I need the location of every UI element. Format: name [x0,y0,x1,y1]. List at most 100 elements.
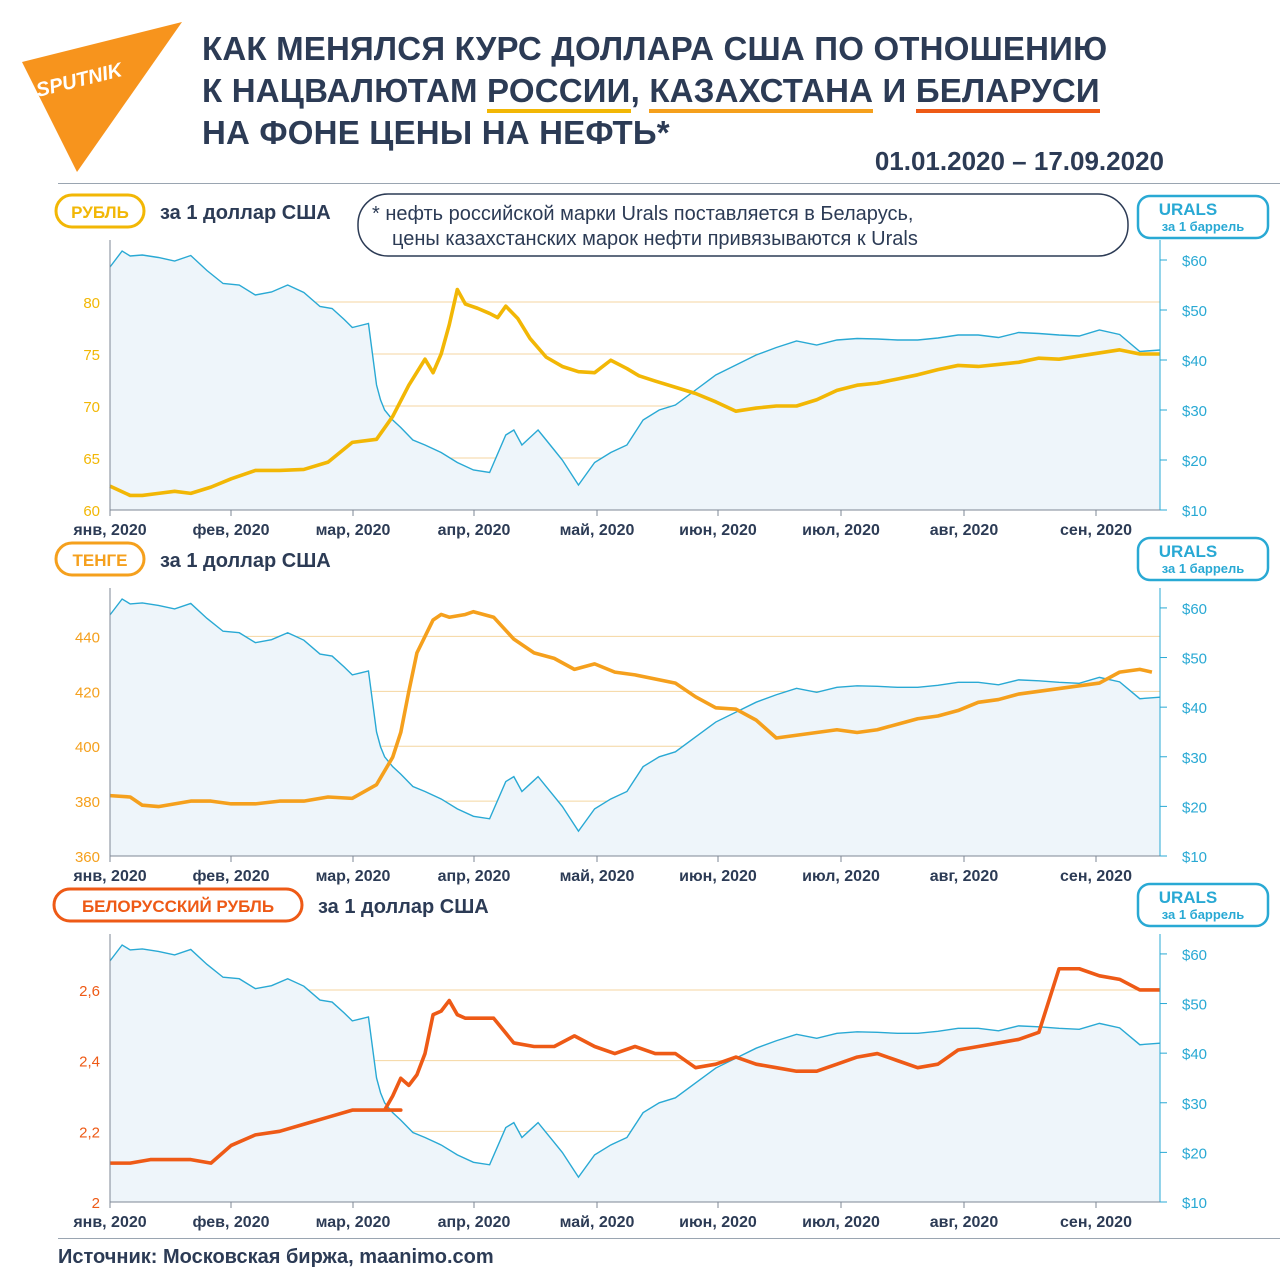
title-line-3: НА ФОНЕ ЦЕНЫ НА НЕФТЬ* [202,114,670,151]
currency-badge [54,193,146,229]
urals-badge [1136,536,1270,582]
y-tick-label-right: $10 [1182,1195,1207,1212]
y-tick-label-right: $60 [1182,601,1207,618]
x-tick-label: апр, 2020 [438,868,511,885]
y-tick-label-left: 80 [83,295,100,312]
currency-badge-label: БЕЛОРУССКИЙ РУБЛЬ [82,897,274,916]
x-tick-label: мар, 2020 [316,868,391,885]
urals-series-line [109,250,1161,487]
urals-area [110,251,1160,510]
urals-badge-title: URALS [1159,542,1218,561]
y-tick-label-right: $30 [1182,750,1207,767]
y-tick-label-right: $10 [1182,849,1207,866]
y-tick-label-right: $20 [1182,453,1207,470]
y-tick-label-right: $50 [1182,303,1207,320]
y-tick-label-left: 2,4 [79,1054,100,1071]
unit-label: за 1 доллар США [318,896,489,918]
y-tick-label-left: 400 [75,739,100,756]
x-tick-label: янв, 2020 [72,1214,146,1231]
y-tick-label-right: $30 [1182,1096,1207,1113]
urals-badge [1136,194,1270,240]
x-tick-label: сен, 2020 [1060,1214,1132,1231]
x-tick-label: сен, 2020 [1060,522,1132,539]
sputnik-logo: SPUTNIK [22,22,182,172]
x-tick-label: июл, 2020 [802,522,880,539]
y-tick-label-left: 2,6 [79,983,100,1000]
x-tick-label: май, 2020 [560,868,635,885]
y-tick-label-left: 420 [75,684,100,701]
x-tick-label: июн, 2020 [679,868,757,885]
y-tick-label-right: $20 [1182,799,1207,816]
urals-area [110,944,1160,1202]
urals-badge [1136,882,1270,928]
currency-badge-label: РУБЛЬ [71,203,129,222]
x-tick-label: апр, 2020 [438,522,511,539]
x-tick-label: фев, 2020 [192,522,269,539]
y-tick-label-left: 70 [83,399,100,416]
y-tick-label-right: $30 [1182,403,1207,420]
note-bubble [357,193,1129,257]
y-tick-label-left: 2 [92,1195,100,1212]
y-tick-label-right: $50 [1182,651,1207,668]
note-line-2: цены казахстанских марок нефти привязыва… [392,228,918,250]
urals-badge-unit: за 1 баррель [1162,907,1245,922]
logo-triangle [22,22,182,172]
x-tick-label: мар, 2020 [316,522,391,539]
y-tick-label-right: $40 [1182,353,1207,370]
title-line-1: КАК МЕНЯЛСЯ КУРС ДОЛЛАРА США ПО ОТНОШЕНИ… [202,30,1108,67]
x-tick-label: авг, 2020 [930,868,999,885]
y-tick-label-right: $60 [1182,253,1207,270]
x-tick-label: июл, 2020 [802,1214,880,1231]
x-tick-label: авг, 2020 [930,522,999,539]
currency-badge [54,541,146,577]
x-tick-label: авг, 2020 [930,1214,999,1231]
unit-label: за 1 доллар США [160,202,331,224]
title-kazakhstan: КАЗАХСТАНА [649,72,874,113]
y-tick-label-right: $50 [1182,997,1207,1014]
x-tick-label: июн, 2020 [679,1214,757,1231]
y-tick-label-right: $20 [1182,1145,1207,1162]
x-tick-label: май, 2020 [560,1214,635,1231]
urals-badge-unit: за 1 баррель [1162,561,1245,576]
y-tick-label-right: $10 [1182,503,1207,520]
y-tick-label-left: 360 [75,849,100,866]
x-tick-label: фев, 2020 [192,1214,269,1231]
currency-series-line [109,287,1160,498]
date-range: 01.01.2020 – 17.09.2020 [874,146,1164,176]
x-tick-label: янв, 2020 [72,868,146,885]
title-belarus: БЕЛАРУСИ [915,72,1100,113]
currency-series-line [109,609,1153,809]
y-tick-label-right: $60 [1182,947,1207,964]
y-tick-label-left: 2,2 [79,1124,100,1141]
unit-label: за 1 доллар США [160,550,331,572]
urals-series-line [109,944,1161,1179]
urals-badge-title: URALS [1159,200,1218,219]
title-sep-1: , [630,72,650,109]
y-tick-label-left: 75 [83,347,100,364]
x-tick-label: мар, 2020 [316,1214,391,1231]
charts-canvas: 60 65 70 75 80 $10 $20 $30 $40 $50 $60 янв, 2020 фев… [52,193,1270,1231]
urals-area [110,598,1160,856]
x-tick-label: апр, 2020 [438,1214,511,1231]
chart-panel-2: 360 380 400 420 440 $10 $20 $30 $40 $50 $60 янв, 20… [54,536,1270,885]
currency-badge-label: ТЕНГЕ [73,551,128,570]
title-russia: РОССИИ [487,72,631,113]
x-tick-label: янв, 2020 [72,522,146,539]
y-tick-label-right: $40 [1182,1046,1207,1063]
y-tick-label-left: 65 [83,451,100,468]
urals-badge-title: URALS [1159,888,1218,907]
x-tick-label: фев, 2020 [192,868,269,885]
title-line-2-prefix: К НАЦВАЛЮТАМ [202,72,488,109]
chart-panel-3: 2 2,2 2,4 2,6 $10 $20 $30 $40 $50 $60 янв, 2020 фев… [52,882,1270,1231]
header-divider [58,183,1280,184]
x-tick-label: июл, 2020 [802,868,880,885]
title-line-2: К НАЦВАЛЮТАМ РОССИИ, КАЗАХСТАНА И БЕЛАРУ… [202,70,1202,113]
y-tick-label-left: 380 [75,794,100,811]
chart-panel-1: 60 65 70 75 80 $10 $20 $30 $40 $50 $60 янв, 2020 фев… [54,193,1270,539]
source-caption: Источник: Московская биржа, maanimo.com [58,1246,494,1268]
x-tick-label: сен, 2020 [1060,868,1132,885]
title-sep-2: И [873,72,916,109]
y-tick-label-right: $40 [1182,700,1207,717]
urals-series-line [109,598,1161,833]
x-tick-label: май, 2020 [560,522,635,539]
